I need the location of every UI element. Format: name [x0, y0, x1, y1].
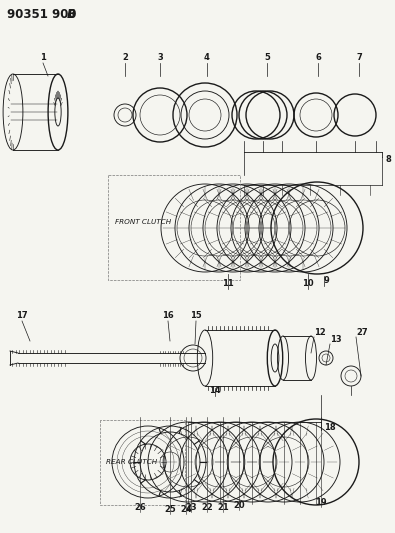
Text: 12: 12 [314, 328, 326, 337]
Text: 25: 25 [164, 505, 176, 514]
Text: 14: 14 [209, 386, 221, 395]
Text: REAR CLUTCH: REAR CLUTCH [106, 459, 157, 465]
Text: 27: 27 [356, 328, 368, 337]
Text: 23: 23 [185, 503, 197, 512]
Text: 24: 24 [180, 505, 192, 514]
Text: 17: 17 [16, 311, 28, 320]
Text: 1: 1 [40, 53, 46, 62]
Text: FRONT CLUTCH: FRONT CLUTCH [115, 220, 171, 225]
Text: 18: 18 [324, 424, 336, 432]
Text: 7: 7 [356, 53, 362, 62]
Text: 8: 8 [385, 155, 391, 164]
Text: 20: 20 [233, 501, 245, 510]
Text: 90351 900: 90351 900 [7, 8, 77, 21]
Text: 22: 22 [201, 503, 213, 512]
Text: 10: 10 [302, 279, 314, 288]
Text: 19: 19 [315, 498, 327, 507]
Text: 15: 15 [190, 311, 202, 320]
Text: 6: 6 [315, 53, 321, 62]
Text: 21: 21 [217, 503, 229, 512]
Text: 26: 26 [134, 503, 146, 512]
Text: 5: 5 [264, 53, 270, 62]
Text: 2: 2 [122, 53, 128, 62]
Text: 16: 16 [162, 311, 174, 320]
Text: B: B [67, 8, 76, 21]
Text: 11: 11 [222, 279, 234, 288]
Text: 3: 3 [157, 53, 163, 62]
Text: 4: 4 [204, 53, 210, 62]
Text: 13: 13 [330, 335, 342, 344]
Text: 9: 9 [324, 276, 330, 285]
